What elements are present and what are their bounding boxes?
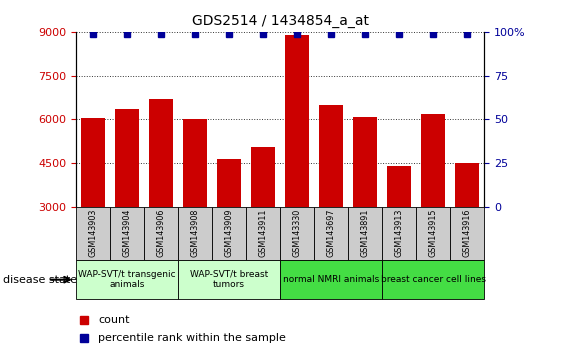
Bar — [387, 166, 411, 207]
Text: GSM143911: GSM143911 — [258, 209, 267, 257]
Bar — [115, 109, 139, 207]
Text: GSM143915: GSM143915 — [428, 208, 437, 257]
Bar — [314, 207, 348, 260]
Bar — [144, 207, 178, 260]
Bar — [416, 207, 450, 260]
Bar — [212, 207, 246, 260]
Bar — [353, 116, 377, 207]
Bar — [246, 207, 280, 260]
Text: GSM143906: GSM143906 — [157, 209, 166, 257]
Text: WAP-SVT/t transgenic
animals: WAP-SVT/t transgenic animals — [78, 270, 176, 289]
Text: WAP-SVT/t breast
tumors: WAP-SVT/t breast tumors — [190, 270, 268, 289]
Bar — [110, 207, 144, 260]
Text: breast cancer cell lines: breast cancer cell lines — [381, 275, 486, 284]
Bar — [382, 207, 416, 260]
Bar — [280, 260, 382, 299]
Text: GSM143697: GSM143697 — [327, 208, 336, 257]
Text: GSM143903: GSM143903 — [88, 209, 97, 257]
Text: GSM143330: GSM143330 — [293, 209, 302, 257]
Text: GSM143909: GSM143909 — [225, 208, 234, 257]
Text: GSM143916: GSM143916 — [463, 209, 472, 257]
Bar — [217, 159, 241, 207]
Text: disease state: disease state — [3, 275, 77, 285]
Text: count: count — [99, 315, 130, 325]
Bar — [382, 260, 484, 299]
Bar — [76, 207, 110, 260]
Text: GSM143908: GSM143908 — [190, 209, 199, 257]
Text: percentile rank within the sample: percentile rank within the sample — [99, 333, 287, 343]
Bar — [450, 207, 484, 260]
Bar — [319, 105, 343, 207]
Text: GSM143891: GSM143891 — [361, 209, 370, 257]
Bar — [348, 207, 382, 260]
Bar — [251, 147, 275, 207]
Text: GSM143913: GSM143913 — [395, 209, 404, 257]
Bar — [280, 207, 314, 260]
Bar — [81, 118, 105, 207]
Bar — [183, 120, 207, 207]
Bar — [455, 163, 479, 207]
Bar — [421, 114, 445, 207]
Bar — [178, 260, 280, 299]
Bar — [76, 260, 178, 299]
Text: normal NMRI animals: normal NMRI animals — [283, 275, 379, 284]
Text: GSM143904: GSM143904 — [123, 209, 132, 257]
Title: GDS2514 / 1434854_a_at: GDS2514 / 1434854_a_at — [191, 14, 369, 28]
Bar — [285, 35, 309, 207]
Bar — [149, 99, 173, 207]
Bar — [178, 207, 212, 260]
